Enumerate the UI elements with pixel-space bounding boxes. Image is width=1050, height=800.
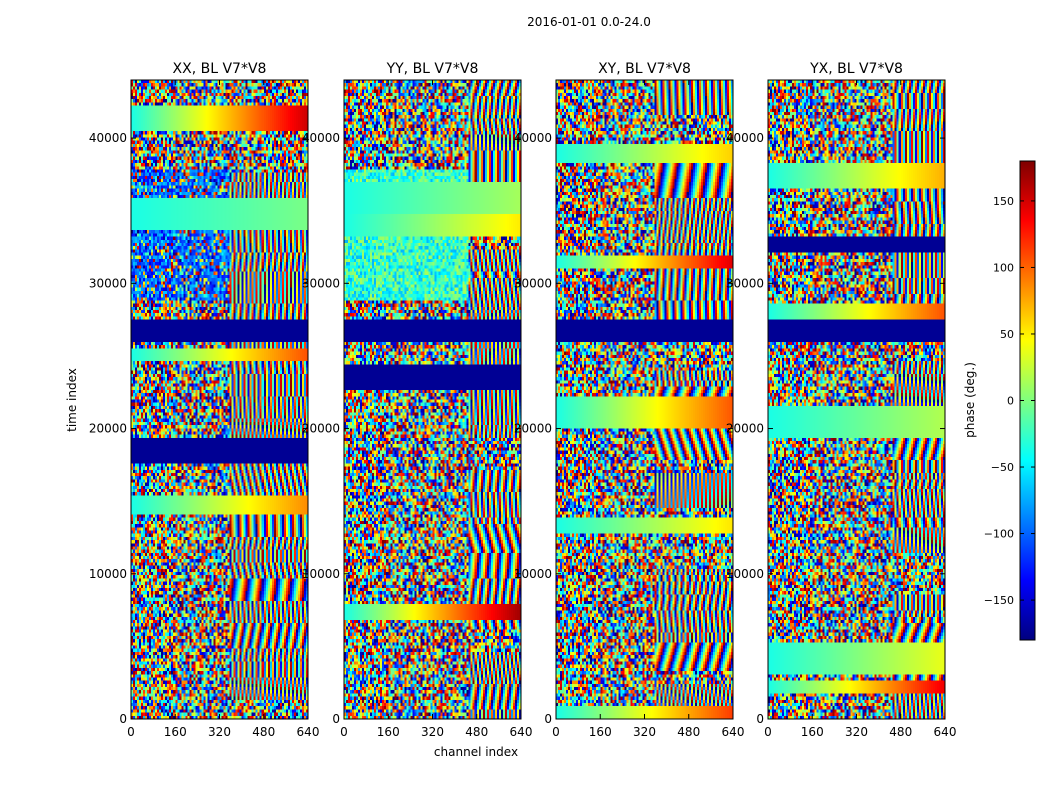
x-tick-label: 0 [552, 725, 560, 739]
y-tick-label: 40000 [89, 131, 127, 145]
x-tick-label: 640 [722, 725, 745, 739]
x-tick-label: 320 [421, 725, 444, 739]
colorbar-tick-label: 150 [993, 195, 1014, 208]
heatmap-image [768, 80, 945, 719]
x-tick-label: 0 [340, 725, 348, 739]
colorbar-tick-label: −100 [984, 528, 1014, 541]
panel-yx: YX, BL V7*V8 0 160 320 480 640 0 10000 20000 3000… [726, 61, 957, 739]
y-tick-label: 20000 [89, 422, 127, 436]
panel-title: XX, BL V7*V8 [173, 61, 267, 77]
y-tick-label: 0 [544, 712, 552, 726]
y-tick-label: 10000 [726, 567, 764, 581]
x-tick-label: 160 [801, 725, 824, 739]
heatmap-image [344, 80, 521, 719]
x-tick-label: 480 [465, 725, 488, 739]
colorbar-ticks: −150 −100 −50 0 50 100 150 [984, 195, 1035, 607]
x-tick-label: 160 [164, 725, 187, 739]
x-tick-label: 640 [297, 725, 320, 739]
panel-title: YY, BL V7*V8 [386, 61, 479, 77]
y-tick-label: 30000 [89, 276, 127, 290]
y-tick-label: 10000 [514, 567, 552, 581]
y-tick-label: 10000 [89, 567, 127, 581]
y-tick-label: 20000 [726, 422, 764, 436]
panels: XX, BL V7*V8 0 160 320 480 640 0 10000 20000 3000… [89, 61, 957, 739]
panel-title: XY, BL V7*V8 [598, 61, 691, 77]
figure-suptitle: 2016-01-01 0.0-24.0 [527, 15, 651, 29]
heatmap-image [131, 80, 308, 719]
x-tick-label: 480 [677, 725, 700, 739]
x-tick-label: 320 [633, 725, 656, 739]
x-tick-label: 640 [934, 725, 957, 739]
x-tick-label: 320 [845, 725, 868, 739]
x-tick-label: 0 [127, 725, 135, 739]
y-tick-label: 20000 [514, 422, 552, 436]
colorbar: −150 −100 −50 0 50 100 150 phase (deg.) [963, 160, 1036, 641]
heatmap-image [556, 80, 733, 719]
y-tick-label: 30000 [726, 276, 764, 290]
y-tick-label: 10000 [302, 567, 340, 581]
x-tick-label: 640 [510, 725, 533, 739]
y-tick-label: 0 [119, 712, 127, 726]
colorbar-tick-label: −50 [991, 461, 1014, 474]
panel-yy: YY, BL V7*V8 0 160 320 480 640 0 10000 20000 3000… [302, 61, 533, 739]
colorbar-tick-label: 50 [1000, 328, 1014, 341]
x-tick-label: 160 [377, 725, 400, 739]
y-tick-label: 0 [332, 712, 340, 726]
colorbar-tick-label: 0 [1007, 395, 1014, 408]
x-tick-label: 480 [889, 725, 912, 739]
y-tick-label: 0 [756, 712, 764, 726]
panel-xy: XY, BL V7*V8 0 160 320 480 640 0 10000 20000 3000… [514, 61, 745, 739]
y-tick-label: 40000 [302, 131, 340, 145]
colorbar-label: phase (deg.) [963, 362, 977, 438]
panel-xx: XX, BL V7*V8 0 160 320 480 640 0 10000 20000 3000… [89, 61, 320, 739]
y-tick-label: 40000 [726, 131, 764, 145]
x-tick-label: 0 [764, 725, 772, 739]
x-tick-label: 480 [252, 725, 275, 739]
y-tick-label: 20000 [302, 422, 340, 436]
x-axis-label: channel index [434, 745, 518, 759]
y-tick-label: 40000 [514, 131, 552, 145]
x-tick-label: 160 [589, 725, 612, 739]
x-tick-label: 320 [208, 725, 231, 739]
colorbar-tick-label: −150 [984, 594, 1014, 607]
y-axis-label: time index [65, 368, 79, 432]
panel-title: YX, BL V7*V8 [809, 61, 903, 77]
colorbar-tick-label: 100 [993, 261, 1014, 274]
y-tick-label: 30000 [514, 276, 552, 290]
y-tick-label: 30000 [302, 276, 340, 290]
